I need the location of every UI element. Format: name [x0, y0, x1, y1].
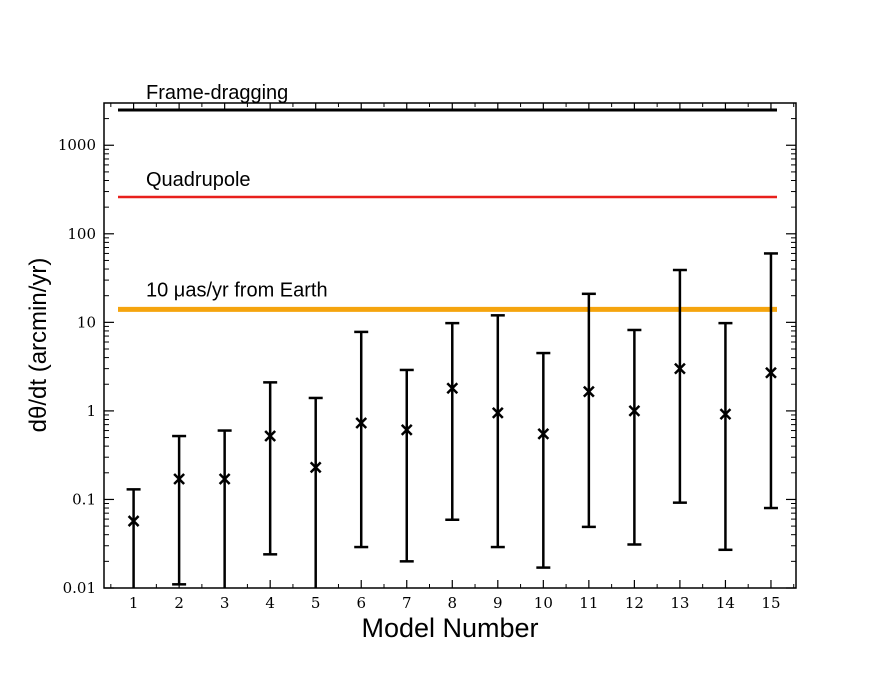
- data-point-marker: [628, 405, 641, 417]
- reference-line-label: Quadrupole: [146, 169, 251, 191]
- x-tick-label: 1: [129, 594, 139, 612]
- marker-stroke: [765, 366, 777, 379]
- y-tick-label: 0.01: [63, 579, 96, 597]
- x-tick-label: 10: [534, 594, 553, 612]
- y-tick-label: 10: [77, 313, 96, 331]
- data-point-marker: [537, 428, 550, 440]
- reference-line-label: 10 μas/yr from Earth: [146, 279, 328, 301]
- data-point-marker: [582, 385, 595, 398]
- x-axis-title: Model Number: [361, 613, 538, 643]
- data-point-marker: [127, 515, 140, 527]
- data-point-marker: [719, 408, 732, 420]
- marker-stroke: [719, 408, 732, 420]
- data-point-marker: [264, 430, 277, 442]
- axis-labels: Model Number dθ/dt (arcmin/yr): [25, 258, 539, 643]
- y-tick-label: 0.1: [72, 490, 96, 508]
- reference-line-label: Frame-dragging: [146, 82, 288, 104]
- marker-stroke: [582, 385, 595, 398]
- marker-stroke: [309, 461, 322, 474]
- data-point-marker: [400, 424, 413, 436]
- plot-frame: [103, 102, 797, 589]
- marker-stroke: [264, 430, 277, 442]
- y-tick-label: 100: [67, 225, 96, 243]
- marker-stroke: [400, 424, 413, 436]
- y-axis-title: dθ/dt (arcmin/yr): [25, 258, 52, 433]
- marker-stroke: [491, 406, 504, 419]
- marker-stroke: [628, 405, 641, 417]
- y-tick-label: 1: [86, 402, 96, 420]
- x-tick-label: 4: [265, 594, 275, 612]
- data-point-marker: [218, 473, 231, 485]
- data-point-marker: [446, 382, 459, 395]
- data-point-marker: [491, 406, 504, 419]
- data-marks: [126, 252, 778, 588]
- data-point-marker: [765, 366, 777, 379]
- x-tick-label: 11: [579, 594, 598, 612]
- x-tick-label: 5: [311, 594, 321, 612]
- x-tick-label: 12: [625, 594, 644, 612]
- x-tick-label: 7: [402, 594, 412, 612]
- data-point-marker: [309, 461, 322, 474]
- x-tick-label: 13: [670, 594, 689, 612]
- x-tick-label: 15: [761, 594, 780, 612]
- marker-stroke: [537, 428, 550, 440]
- marker-stroke: [218, 473, 231, 485]
- x-tick-label: 6: [356, 594, 366, 612]
- x-tick-label: 2: [174, 594, 184, 612]
- marker-stroke: [446, 382, 459, 395]
- marker-stroke: [355, 417, 368, 429]
- data-point-marker: [173, 473, 186, 485]
- marker-stroke: [127, 515, 140, 527]
- x-tick-label: 3: [220, 594, 230, 612]
- x-tick-label: 9: [493, 594, 503, 612]
- data-point-marker: [674, 362, 686, 375]
- x-tick-label: 8: [448, 594, 458, 612]
- marker-stroke: [674, 362, 686, 375]
- data-point-marker: [355, 417, 368, 429]
- y-tick-label: 1000: [58, 136, 96, 154]
- marker-stroke: [173, 473, 186, 485]
- x-tick-label: 14: [716, 594, 735, 612]
- plot-area: Frame-dragging Quadrupole 10 μas/yr from E…: [118, 82, 777, 312]
